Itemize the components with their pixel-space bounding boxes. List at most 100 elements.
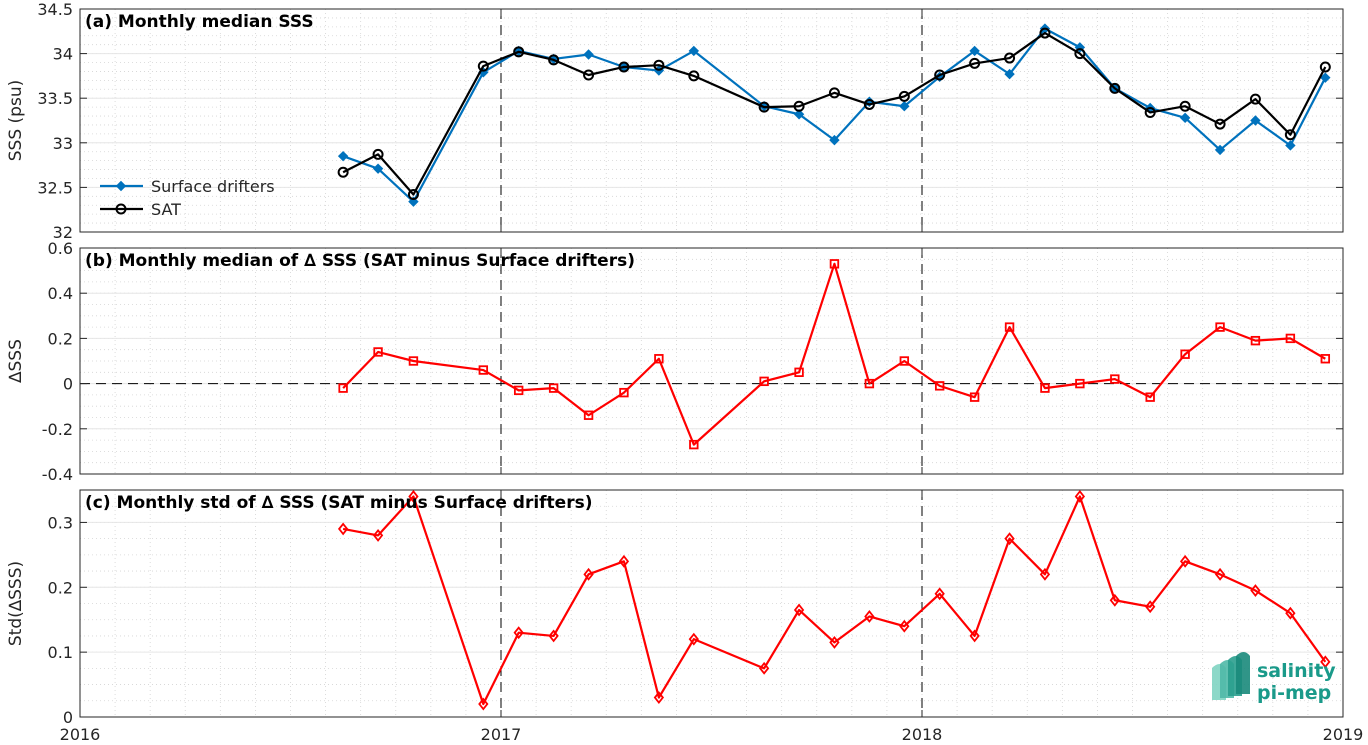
data-point: [1215, 322, 1225, 332]
data-point: [1214, 567, 1226, 581]
series-line: [342, 31, 1327, 196]
y-tick-label: 0.4: [48, 284, 73, 303]
y-tick-label: 0.6: [48, 239, 73, 258]
data-point: [1180, 349, 1190, 359]
data-point: [337, 522, 349, 536]
data-point: [513, 385, 524, 396]
axes-frame: [79, 489, 1344, 718]
data-point: [1004, 532, 1015, 546]
legend: Surface drifters SAT: [100, 177, 275, 219]
data-point: [337, 150, 349, 162]
data-point: [1109, 593, 1120, 607]
data-point: [793, 603, 805, 617]
logo-wave-shape: [1236, 652, 1250, 694]
data-point: [372, 148, 384, 160]
data-point: [408, 490, 419, 503]
data-point: [372, 528, 384, 542]
data-point: [1109, 82, 1121, 94]
data-point: [583, 49, 594, 60]
data-point: [1179, 100, 1191, 112]
x-tick-label: 2019: [1323, 725, 1364, 744]
series-delta-sss: [337, 490, 1331, 711]
panel-title: (b) Monthly median of ∆ SSS (SAT minus S…: [85, 251, 635, 271]
series-sat: [337, 27, 1331, 201]
y-axis-label: SSS (psu): [6, 80, 26, 161]
data-point: [1320, 72, 1331, 83]
data-point: [583, 69, 595, 81]
data-point: [969, 57, 981, 69]
data-point: [337, 166, 349, 178]
data-point: [1250, 335, 1261, 346]
logo-text-line1: salinity: [1257, 660, 1336, 682]
data-point: [1284, 129, 1296, 141]
panel-title: (c) Monthly std of ∆ SSS (SAT minus Surf…: [85, 493, 592, 513]
panel-1: 32 32.5 33 33.5 34 34.5 SSS (psu) (a) Monthly m…: [6, 0, 1344, 242]
data-point: [548, 54, 560, 66]
data-point: [1320, 354, 1331, 364]
y-tick-label: 32.5: [37, 178, 73, 197]
data-point: [899, 101, 910, 112]
data-point: [969, 392, 980, 402]
data-point: [688, 632, 699, 646]
data-point: [934, 587, 945, 601]
data-point: [864, 378, 875, 389]
data-point: [513, 626, 524, 640]
data-point: [1249, 93, 1261, 105]
y-axis-label: Std(∆SSS): [6, 561, 26, 646]
data-point: [863, 98, 875, 110]
data-point: [477, 60, 489, 72]
y-tick-label: -0.2: [42, 420, 73, 439]
data-point: [969, 45, 980, 57]
data-point: [548, 383, 559, 393]
data-point: [898, 90, 910, 102]
data-point: [688, 70, 700, 82]
data-point: [689, 439, 699, 450]
data-point: [1144, 106, 1156, 118]
data-point: [407, 189, 419, 201]
data-point: [864, 610, 875, 623]
data-point: [653, 59, 665, 71]
panel-title: (a) Monthly median SSS: [85, 12, 314, 32]
y-tick-label: 0.1: [48, 643, 73, 662]
data-point: [1145, 600, 1156, 614]
data-point: [583, 567, 594, 581]
axes-frame: [79, 247, 1344, 475]
data-point: [1320, 655, 1331, 669]
x-tick-label: 2016: [60, 725, 101, 744]
y-tick-label: 33: [53, 134, 73, 153]
y-tick-label: 0.3: [48, 513, 73, 532]
data-point: [1285, 140, 1296, 151]
data-point: [934, 381, 945, 391]
legend-marker: [115, 180, 127, 192]
data-point: [899, 356, 910, 366]
data-point: [1004, 52, 1016, 64]
data-point: [1285, 333, 1296, 344]
data-point: [1214, 144, 1226, 156]
legend-label: Surface drifters: [151, 177, 275, 196]
data-point: [583, 410, 594, 420]
data-point: [1250, 584, 1261, 597]
data-point: [688, 45, 700, 57]
series-line: [342, 495, 1327, 706]
data-point: [1039, 27, 1051, 39]
y-tick-label: 0.2: [48, 329, 73, 348]
data-point: [1040, 383, 1050, 393]
data-point: [829, 134, 840, 146]
data-point: [1179, 112, 1191, 124]
data-point: [1145, 392, 1155, 402]
data-point: [618, 61, 630, 73]
data-point: [513, 46, 525, 58]
y-tick-label: -0.4: [42, 465, 73, 484]
data-point: [478, 365, 489, 375]
data-point: [372, 163, 384, 174]
data-point: [1004, 322, 1015, 332]
series-line: [342, 262, 1326, 446]
legend-label: SAT: [151, 200, 181, 219]
y-tick-label: 0: [63, 375, 73, 394]
data-point: [1110, 374, 1120, 384]
data-point: [1285, 606, 1296, 620]
data-point: [1214, 118, 1226, 130]
data-point: [1074, 48, 1086, 60]
data-point: [478, 697, 489, 711]
